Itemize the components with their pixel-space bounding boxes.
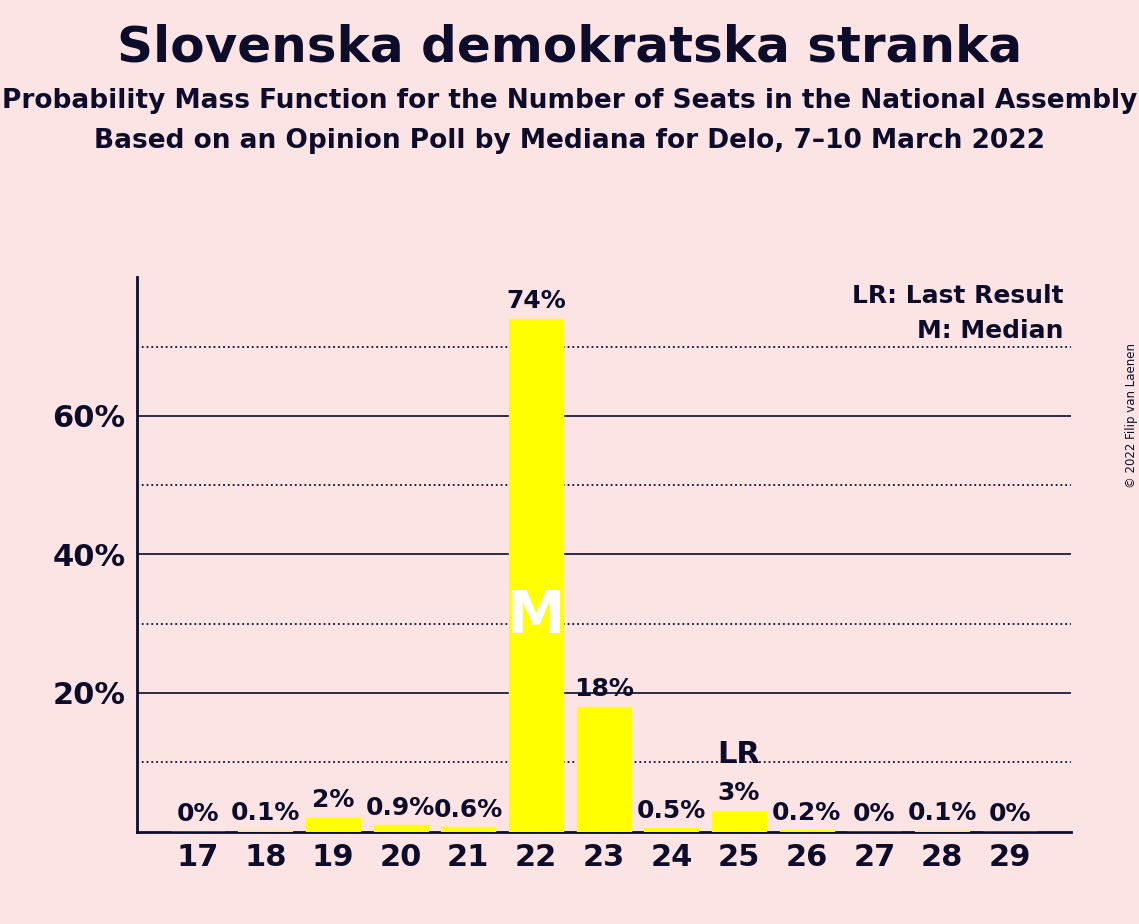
Bar [645, 828, 698, 832]
Text: Based on an Opinion Poll by Mediana for Delo, 7–10 March 2022: Based on an Opinion Poll by Mediana for … [95, 128, 1044, 153]
Text: 3%: 3% [718, 782, 760, 805]
Text: 74%: 74% [506, 289, 566, 313]
Bar [509, 319, 563, 832]
Bar [779, 830, 834, 832]
Bar [441, 828, 495, 832]
Text: 2%: 2% [312, 788, 354, 812]
Text: M: M [507, 588, 565, 645]
Text: 0%: 0% [989, 802, 1031, 826]
Text: 0.1%: 0.1% [908, 801, 977, 825]
Text: 0.9%: 0.9% [366, 796, 435, 820]
Bar [576, 707, 631, 832]
Text: Probability Mass Function for the Number of Seats in the National Assembly: Probability Mass Function for the Number… [2, 88, 1137, 114]
Text: Slovenska demokratska stranka: Slovenska demokratska stranka [117, 23, 1022, 71]
Text: 0.6%: 0.6% [434, 798, 503, 822]
Text: 0.1%: 0.1% [230, 801, 300, 825]
Text: © 2022 Filip van Laenen: © 2022 Filip van Laenen [1124, 344, 1138, 488]
Text: 0.5%: 0.5% [637, 798, 706, 822]
Text: LR: Last Result: LR: Last Result [852, 285, 1064, 308]
Text: 0.2%: 0.2% [772, 801, 842, 824]
Bar [306, 818, 360, 832]
Bar [712, 811, 767, 832]
Text: M: Median: M: Median [917, 319, 1064, 343]
Bar [374, 825, 428, 832]
Text: 18%: 18% [574, 677, 633, 701]
Text: LR: LR [718, 740, 761, 769]
Text: 0%: 0% [177, 802, 219, 826]
Text: 0%: 0% [853, 802, 895, 826]
